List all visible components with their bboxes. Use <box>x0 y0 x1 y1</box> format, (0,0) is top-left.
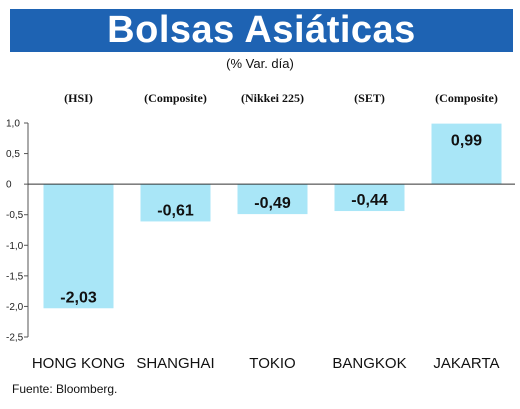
index-label: (Composite) <box>435 91 498 105</box>
category-label: JAKARTA <box>433 355 499 372</box>
data-label: 0,99 <box>451 133 482 150</box>
data-label: -0,44 <box>351 192 388 209</box>
category-label: HONG KONG <box>32 355 125 372</box>
data-label: -0,49 <box>254 195 291 212</box>
category-label: BANGKOK <box>332 355 406 372</box>
source-note: Fuente: Bloomberg. <box>12 382 118 396</box>
y-tick-label: 1,0 <box>6 119 20 130</box>
index-label: (HSI) <box>64 91 93 105</box>
bar-jakarta <box>431 123 502 185</box>
y-tick-label: 0 <box>6 180 12 191</box>
index-label: (Composite) <box>144 91 207 105</box>
y-tick-label: -2,0 <box>6 302 24 313</box>
y-tick-label: 0,5 <box>6 149 20 160</box>
y-tick-label: -1,0 <box>6 241 24 252</box>
title-bar: Bolsas Asiáticas <box>10 9 513 52</box>
chart-title: Bolsas Asiáticas <box>107 9 416 51</box>
bar-bangkok <box>334 184 405 212</box>
bar-hong-kong <box>43 184 114 309</box>
index-label: (Nikkei 225) <box>241 91 304 105</box>
y-tick-label: -0,5 <box>6 210 24 221</box>
y-tick-label: -1,5 <box>6 271 24 282</box>
index-label: (SET) <box>354 91 385 105</box>
category-label: SHANGHAI <box>136 355 214 372</box>
bar-shanghai <box>140 184 211 222</box>
data-label: -2,03 <box>60 289 97 306</box>
y-tick-label: -2,5 <box>6 333 24 344</box>
bar-tokio <box>237 184 308 215</box>
chart-subtitle: (% Var. día) <box>226 56 294 71</box>
category-label: TOKIO <box>249 355 295 372</box>
data-label: -0,61 <box>157 202 194 219</box>
